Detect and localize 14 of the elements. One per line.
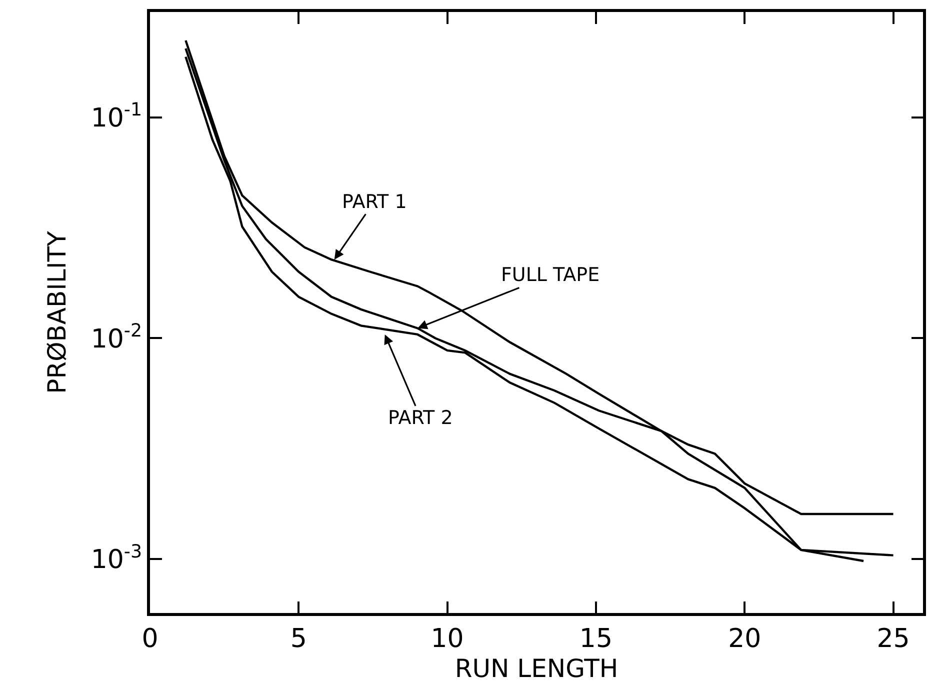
y-tick-label: 10$^{-1}$ xyxy=(90,100,142,134)
x-tick-label: 0 xyxy=(142,624,158,654)
annotation: PART 2 xyxy=(388,407,453,429)
annotation: PART 1 xyxy=(342,191,407,213)
x-tick-label: 25 xyxy=(876,624,910,654)
y-axis-title: PRØBABILITY xyxy=(42,230,72,394)
y-tick-label: 10$^{-2}$ xyxy=(90,320,142,354)
x-tick-label: 15 xyxy=(579,624,613,654)
y-tick-label: 10$^{-3}$ xyxy=(90,541,142,576)
x-axis-title: RUN LENGTH xyxy=(454,654,618,683)
x-tick-label: 10 xyxy=(430,624,464,654)
x-tick-label: 20 xyxy=(728,624,762,654)
x-tick-label: 5 xyxy=(290,624,307,654)
annotation: FULL TAPE xyxy=(501,264,600,286)
